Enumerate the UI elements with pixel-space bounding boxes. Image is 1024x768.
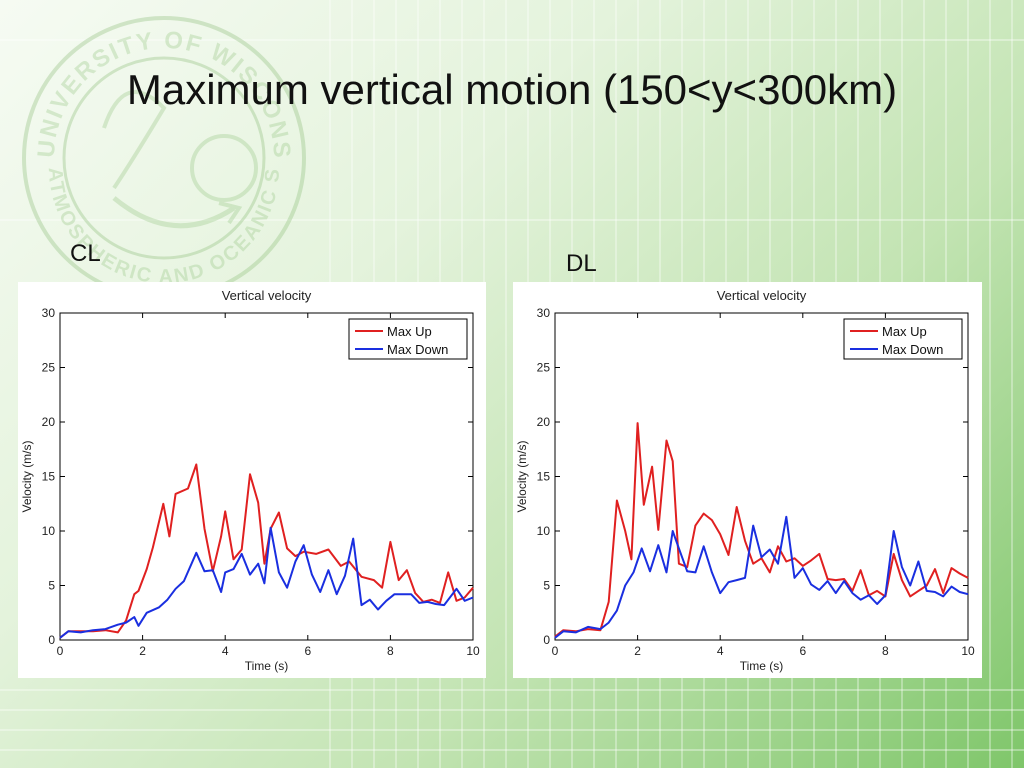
y-tick-label: 25 [42,361,56,375]
y-axis-label: Velocity (m/s) [20,440,34,512]
x-tick-label: 2 [634,644,641,658]
x-tick-label: 8 [882,644,889,658]
x-axis-label: Time (s) [740,659,784,673]
y-tick-label: 20 [537,415,551,429]
x-tick-label: 6 [304,644,311,658]
plot-area-frame [554,312,969,641]
x-tick-label: 6 [799,644,806,658]
chart-dl: Vertical velocity 0 2 4 6 8 10 0 5 10 15 20 25 30 Time… [515,288,975,673]
x-tick-label: 2 [139,644,146,658]
x-tick-label: 0 [552,644,559,658]
chart-title: Vertical velocity [717,288,807,303]
slide-title: Maximum vertical motion (150<y<300km) [126,66,898,113]
plot-area-frame [59,312,474,641]
panel-label-cl: CL [70,240,101,267]
y-tick-label: 15 [42,470,56,484]
chart-panel-cl: Vertical velocity 0 2 4 6 8 10 0 5 10 15 20 25 30 Time… [18,282,486,678]
y-tick-label: 5 [543,579,550,593]
x-tick-label: 4 [717,644,724,658]
y-tick-label: 30 [537,306,551,320]
chart-cl: Vertical velocity 0 2 4 6 8 10 0 5 10 15 20 25 30 Time… [20,288,480,673]
series-line-max-down [59,526,474,639]
legend-label: Max Down [387,342,448,357]
legend-label: Max Down [882,342,943,357]
x-tick-label: 10 [466,644,480,658]
x-axis-label: Time (s) [245,659,289,673]
y-axis-label: Velocity (m/s) [515,440,529,512]
y-tick-label: 10 [537,524,551,538]
y-tick-label: 20 [42,415,56,429]
x-tick-label: 4 [222,644,229,658]
panel-label-dl: DL [566,250,597,277]
y-tick-label: 10 [42,524,56,538]
legend-label: Max Up [882,324,927,339]
x-tick-label: 10 [961,644,975,658]
y-tick-label: 0 [48,633,55,647]
y-tick-label: 30 [42,306,56,320]
university-seal-logo: UNIVERSITY OF WISCONSIN - MADISON ATMOSP… [14,8,306,300]
series-line-max-up [59,463,474,639]
legend-box [348,318,468,360]
legend-box [843,318,963,360]
chart-panel-dl: Vertical velocity 0 2 4 6 8 10 0 5 10 15 20 25 30 Time… [513,282,982,678]
chart-title: Vertical velocity [222,288,312,303]
legend-label: Max Up [387,324,432,339]
x-tick-label: 8 [387,644,394,658]
y-tick-label: 15 [537,470,551,484]
y-tick-label: 5 [48,579,55,593]
y-tick-label: 0 [543,633,550,647]
series-line-max-down [554,515,969,639]
y-tick-label: 25 [537,361,551,375]
series-line-max-up [554,422,969,638]
x-tick-label: 0 [57,644,64,658]
